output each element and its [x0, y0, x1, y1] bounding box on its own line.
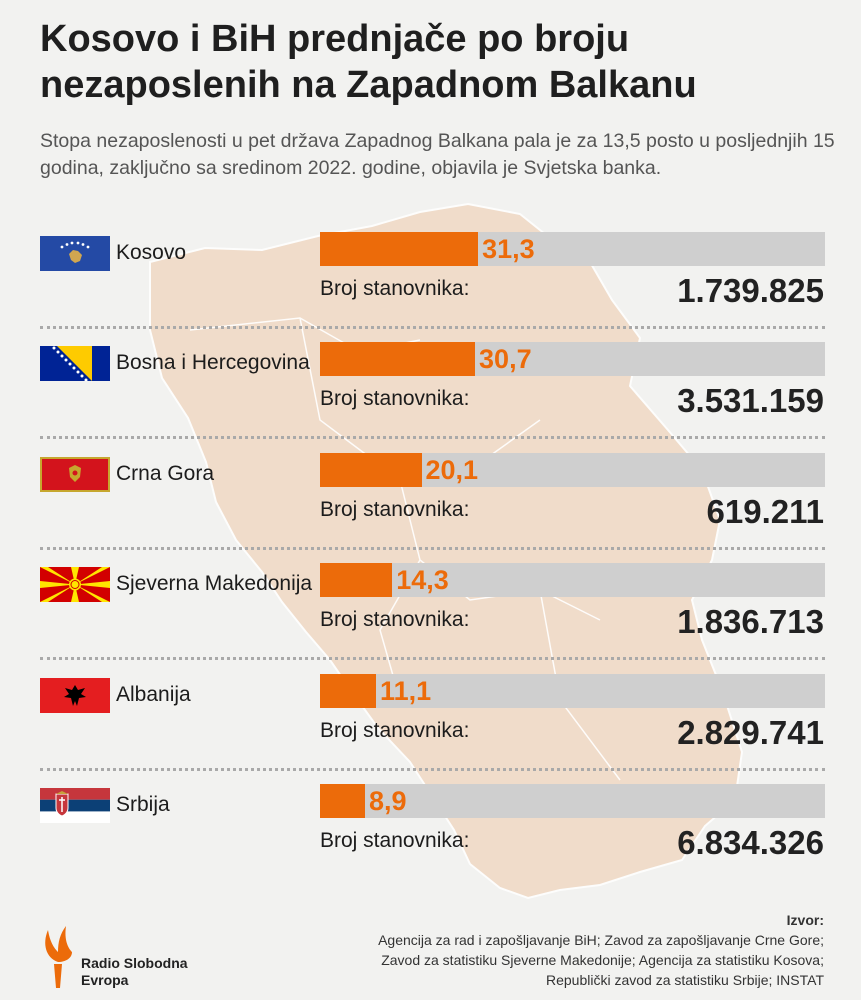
bar-track: 30,7	[320, 342, 825, 377]
country-row: Srbija 8,9 Broj stanovnika: 6.834.326	[0, 784, 861, 894]
country-row: Albanija 11,1 Broj stanovnika: 2.829.741	[0, 673, 861, 784]
population-label: Broj stanovnika:	[320, 277, 470, 300]
country-row: Sjeverna Makedonija 14,3 Broj stanovnika: 1…	[0, 563, 861, 673]
population-label: Broj stanovnika:	[320, 497, 470, 521]
bar-value-label: 30,7	[479, 344, 532, 375]
bar-value-label: 11,1	[380, 675, 432, 706]
bar	[320, 784, 365, 818]
logo-line: Evropa	[81, 972, 129, 988]
bar-track: 14,3	[320, 563, 825, 598]
row-divider	[40, 767, 825, 771]
logo-line: Radio Slobodna	[81, 955, 188, 971]
country-label: Crna Gora	[116, 461, 215, 485]
bar-value-label: 31,3	[482, 234, 535, 264]
row-divider	[40, 546, 825, 550]
country-row: Crna Gora 20,1 Broj stanovnika: 619.211	[0, 452, 861, 563]
country-label: Bosna i Hercegovina	[116, 351, 310, 375]
country-label: Kosovo	[116, 241, 187, 264]
bar-track: 20,1	[320, 452, 825, 487]
population-label: Broj stanovnika:	[320, 829, 470, 852]
source-line: Zavod za statistiku Sjeverne Makedonije;…	[381, 952, 824, 968]
population-value: 3.531.159	[677, 382, 824, 420]
source-line: Agencija za rad i zapošljavanje BiH; Zav…	[378, 932, 824, 948]
rfe-logo: Radio Slobodna Evropa	[38, 924, 218, 990]
logo-text: Radio Slobodna Evropa	[81, 955, 188, 989]
bar-value-label: 14,3	[396, 565, 449, 596]
population-value: 619.211	[706, 492, 824, 530]
kosovo-flag-icon	[40, 236, 110, 271]
population-value: 1.739.825	[677, 272, 824, 309]
population-value: 2.829.741	[677, 713, 824, 751]
country-label: Albanija	[116, 682, 191, 706]
country-row: Kosovo 31,3 Broj stanovnika: 1.739.825	[0, 232, 861, 342]
row-divider	[40, 657, 825, 661]
bar	[320, 232, 479, 266]
bar	[320, 342, 476, 377]
population-label: Broj stanovnika:	[320, 387, 470, 411]
population-label: Broj stanovnika:	[320, 718, 470, 742]
country-label: Sjeverna Makedonija	[116, 572, 313, 596]
row-divider	[40, 436, 825, 440]
bosnia-flag-icon	[40, 346, 110, 382]
bar-track: 11,1	[320, 673, 825, 708]
country-row: Bosna i Hercegovina 30,7 Broj stanovnika: 3…	[0, 342, 861, 452]
source-line: Republički zavod za statistiku Srbije; I…	[545, 972, 824, 988]
bar-value-label: 20,1	[425, 454, 479, 485]
source-heading: Izvor:	[786, 912, 824, 928]
page-title: Kosovo i BiH prednjače po broju nezaposl…	[40, 18, 697, 106]
page-subtitle: Stopa nezaposlenosti u pet država Zapadn…	[40, 130, 835, 179]
population-value: 6.834.326	[677, 824, 824, 861]
row-divider	[40, 326, 825, 329]
bar-track: 31,3	[320, 232, 825, 266]
serbia-flag-icon	[40, 788, 110, 823]
bar-track: 8,9	[320, 784, 825, 818]
bar	[320, 563, 393, 598]
north-macedonia-flag-icon	[40, 567, 110, 603]
population-label: Broj stanovnika:	[320, 608, 470, 632]
montenegro-flag-icon	[40, 456, 110, 492]
albania-flag-icon	[40, 677, 110, 713]
bar	[320, 673, 377, 708]
source-block: Izvor: Agencija za rad i zapošljavanje B…	[378, 910, 824, 990]
bar-value-label: 8,9	[368, 786, 407, 816]
country-label: Srbija	[116, 793, 170, 816]
population-value: 1.836.713	[677, 603, 824, 641]
torch-icon	[45, 926, 72, 988]
bar	[320, 452, 422, 487]
